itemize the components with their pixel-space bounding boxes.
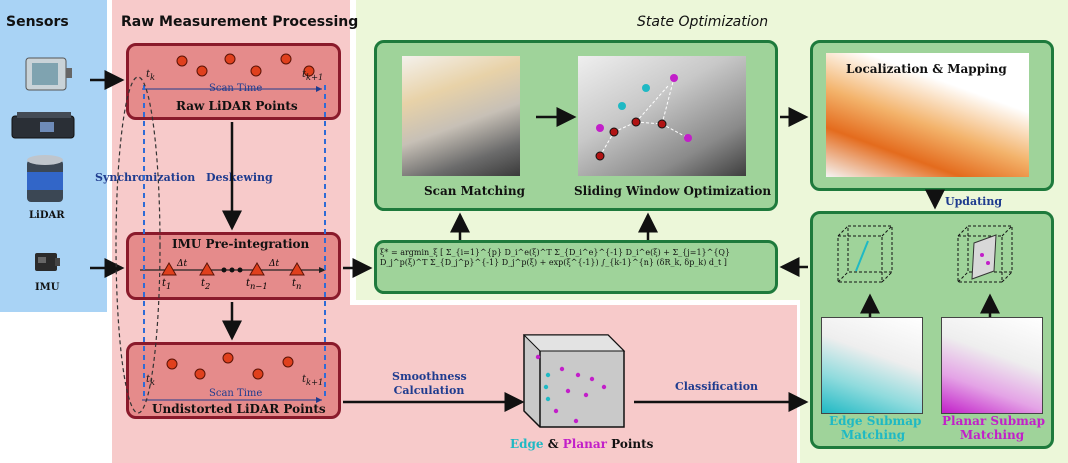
classification-label: Classification [675, 380, 759, 393]
localization-mapping-label: Localization & Mapping [846, 62, 1007, 76]
camera-sensor-icon [25, 57, 72, 91]
sliding-window-image [578, 56, 746, 176]
raw-tk1-label: tk+1 [302, 69, 324, 82]
imu-sensor-icon [35, 253, 60, 271]
sliding-window-graph [595, 74, 692, 161]
lidar-box-sensor-icon [11, 112, 75, 139]
optimization-equation: ξ* = argmin_ξ [ Σ_{i=1}^{p} D_i^e(ξ)^T Σ… [380, 248, 731, 267]
smoothness-calculation-label: Smoothness Calculation [392, 370, 467, 397]
scan-matching-label: Scan Matching [424, 184, 525, 198]
planar-cube-icon [957, 225, 1013, 283]
raw-tk-label: tk [146, 69, 156, 82]
optimization-equation-node [374, 240, 778, 294]
scan-matching-image [402, 56, 520, 176]
imu-preintegration-label: IMU Pre-integration [172, 237, 310, 251]
imu-dt-1: Δt [177, 259, 188, 269]
sensors-title: Sensors [6, 14, 69, 30]
feature-points-cube [522, 334, 626, 428]
undistorted-tk-label: tk [146, 374, 156, 387]
imu-tick-n-1: tn−1 [246, 278, 268, 291]
imu-preintegration-node [126, 232, 341, 300]
imu-tick-1: t1 [162, 278, 172, 291]
edge-planar-points-label: Edge & Planar Points [510, 437, 654, 451]
lidar-sensor-label: LiDAR [29, 210, 65, 221]
undistorted-scan-time-label: Scan Time [209, 388, 263, 399]
imu-timeline-illustration [140, 262, 326, 276]
undistorted-lidar-label: Undistorted LiDAR Points [152, 402, 326, 416]
raw-lidar-label: Raw LiDAR Points [176, 99, 298, 113]
updating-label: Updating [945, 195, 1003, 208]
edge-cube-icon [837, 225, 893, 283]
planar-submap-image [941, 317, 1043, 414]
raw-lidar-points-illustration [142, 53, 322, 92]
sensor-icons [11, 57, 75, 271]
imu-tick-n: tn [292, 278, 302, 291]
undistorted-points-illustration [142, 352, 322, 403]
raw-processing-title: Raw Measurement Processing [121, 14, 359, 30]
edge-submap-label: Edge Submap Matching [829, 414, 922, 442]
velodyne-lidar-icon [27, 155, 63, 202]
synchronization-label: Synchronization [95, 171, 196, 184]
sliding-window-label: Sliding Window Optimization [574, 184, 772, 198]
imu-tick-2: t2 [201, 278, 211, 291]
raw-scan-time-label: Scan Time [209, 83, 263, 94]
imu-sensor-label: IMU [35, 282, 60, 293]
deskewing-label: Deskewing [206, 171, 273, 184]
undistorted-lidar-node [126, 342, 341, 419]
edge-submap-image [821, 317, 923, 414]
state-optimization-title: State Optimization [637, 14, 769, 30]
imu-dt-2: Δt [269, 259, 280, 269]
planar-submap-label: Planar Submap Matching [942, 414, 1046, 442]
submap-cubes [837, 225, 1013, 283]
localization-mapping-image [826, 53, 1029, 177]
undistorted-tk1-label: tk+1 [302, 374, 324, 387]
